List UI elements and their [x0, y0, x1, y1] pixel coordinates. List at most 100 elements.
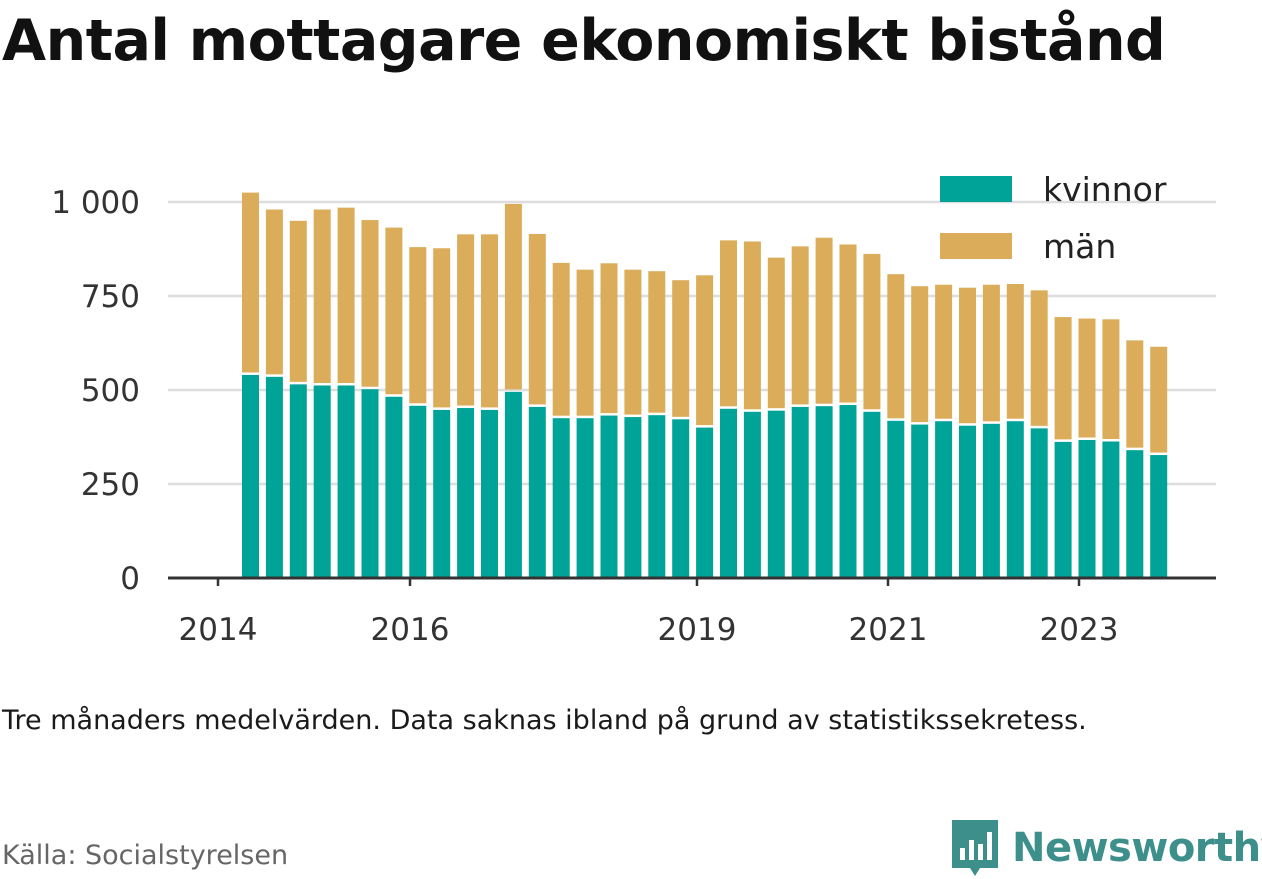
bar-man — [361, 220, 379, 387]
bar-kvinnor — [313, 385, 331, 578]
bar-kvinnor — [600, 415, 618, 578]
bars — [242, 192, 1168, 578]
newsworthy-logo-icon — [952, 820, 998, 876]
bar-kvinnor — [409, 405, 427, 578]
bar-man — [767, 257, 785, 409]
bar-man — [1102, 319, 1120, 440]
bar-kvinnor — [1102, 441, 1120, 578]
bar-kvinnor — [648, 415, 666, 578]
bar-kvinnor — [1006, 421, 1024, 578]
bar-man — [289, 220, 307, 382]
bar-man — [863, 253, 881, 410]
bar-man — [1006, 283, 1024, 419]
chart-title: Antal mottagare ekonomiskt bistånd — [2, 8, 1166, 74]
bar-kvinnor — [528, 406, 546, 578]
bar-kvinnor — [265, 376, 283, 578]
x-tick-labels: 2014 2016 2019 2021 2023 — [179, 612, 1119, 648]
bar-man — [672, 280, 690, 417]
bar-man — [1150, 346, 1168, 453]
bar-kvinnor — [504, 391, 522, 578]
bar-man — [935, 284, 953, 419]
bar-kvinnor — [911, 424, 929, 578]
chart-note: Tre månaders medelvärden. Data saknas ib… — [2, 705, 1087, 736]
bar-man — [911, 286, 929, 423]
bar-kvinnor — [361, 389, 379, 578]
bar-man — [433, 248, 451, 408]
x-tick-label: 2019 — [658, 612, 737, 648]
bar-kvinnor — [242, 374, 259, 578]
bar-kvinnor — [791, 406, 809, 578]
bar-man — [982, 284, 1000, 422]
brand-logo: Newsworthy — [950, 818, 1262, 878]
bar-man — [409, 247, 427, 404]
x-axis — [168, 576, 1216, 586]
legend-label: kvinnor — [1043, 170, 1167, 209]
bar-kvinnor — [959, 425, 976, 578]
bar-kvinnor — [982, 423, 1000, 578]
bar-kvinnor — [696, 427, 714, 578]
bar-man — [791, 246, 809, 405]
bar-man — [696, 275, 714, 426]
bar-kvinnor — [1078, 440, 1096, 578]
bar-man — [1030, 290, 1048, 426]
bar-man — [313, 209, 331, 383]
bar-man — [385, 227, 403, 395]
bar-kvinnor — [720, 408, 737, 578]
source-label: Källa: Socialstyrelsen — [2, 840, 289, 871]
bar-kvinnor — [337, 385, 355, 578]
bar-man — [1054, 317, 1072, 440]
x-tick-label: 2023 — [1040, 612, 1119, 648]
bar-man — [1126, 340, 1144, 448]
bar-man — [743, 241, 761, 410]
bar-kvinnor — [767, 410, 785, 578]
bar-kvinnor — [552, 418, 570, 578]
y-tick-label: 750 — [81, 279, 140, 315]
bar-kvinnor — [743, 411, 761, 578]
bar-kvinnor — [624, 417, 642, 578]
bar-man — [504, 203, 522, 390]
x-tick-label: 2016 — [371, 612, 450, 648]
bar-man — [815, 237, 833, 404]
bar-kvinnor — [457, 408, 475, 578]
bar-kvinnor — [1150, 455, 1168, 578]
bar-kvinnor — [935, 421, 953, 578]
bar-kvinnor — [887, 420, 905, 578]
brand-name: Newsworthy — [1012, 825, 1262, 871]
bar-man — [720, 240, 737, 407]
bar-man — [265, 209, 283, 375]
legend-swatch — [940, 233, 1012, 259]
bar-man — [337, 207, 355, 383]
bar-man — [887, 274, 905, 419]
bar-kvinnor — [1030, 428, 1048, 578]
y-tick-label: 500 — [81, 373, 140, 409]
legend: kvinnor män — [940, 170, 1167, 266]
bar-man — [624, 269, 642, 415]
bar-kvinnor — [672, 419, 690, 578]
bar-kvinnor — [815, 406, 833, 578]
bar-man — [457, 234, 475, 406]
bar-kvinnor — [1126, 450, 1144, 578]
bar-man — [576, 269, 594, 416]
legend-swatch — [940, 176, 1012, 202]
y-tick-label: 0 — [120, 561, 140, 597]
bar-kvinnor — [839, 405, 857, 578]
bar-kvinnor — [481, 409, 498, 578]
bar-man — [528, 233, 546, 405]
bar-man — [242, 192, 259, 373]
legend-label: män — [1043, 227, 1116, 266]
bar-kvinnor — [863, 411, 881, 578]
bar-man — [839, 244, 857, 403]
bar-kvinnor — [289, 384, 307, 578]
stacked-bar-chart: 0 250 500 750 1 000 2014 2016 2019 2021 2023 kvi… — [51, 170, 1216, 648]
bar-man — [959, 287, 976, 424]
y-tick-label: 250 — [81, 467, 140, 503]
bar-man — [1078, 318, 1096, 438]
bar-kvinnor — [433, 409, 451, 578]
bar-man — [481, 234, 498, 408]
bar-kvinnor — [576, 418, 594, 578]
y-tick-labels: 0 250 500 750 1 000 — [51, 185, 140, 597]
bar-man — [552, 262, 570, 416]
bar-kvinnor — [1054, 441, 1072, 578]
y-tick-label: 1 000 — [51, 185, 140, 221]
bar-man — [600, 263, 618, 414]
